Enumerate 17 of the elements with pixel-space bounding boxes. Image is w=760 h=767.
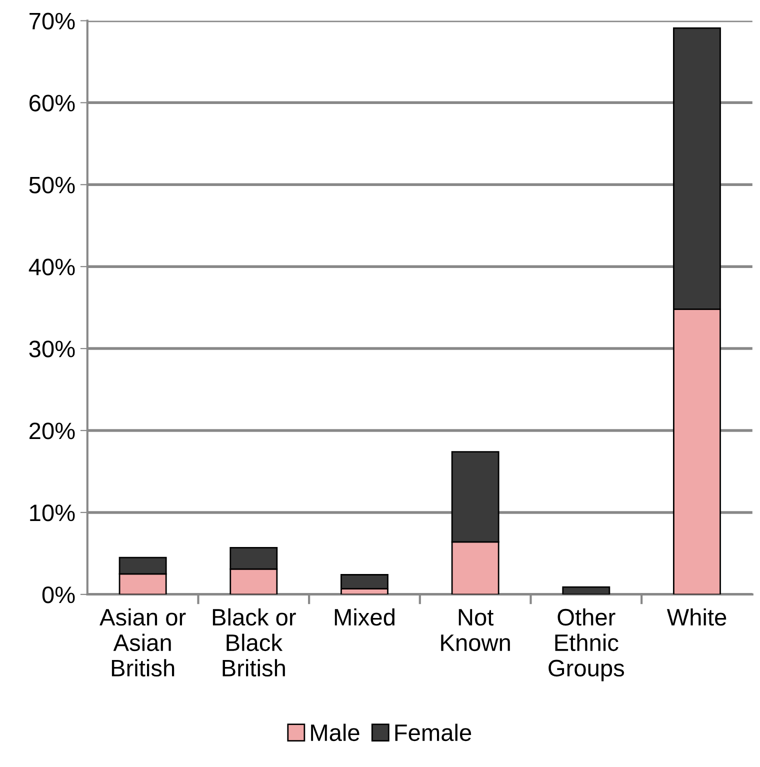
y-tick-label: 50%: [29, 176, 75, 194]
y-tick-label: 20%: [30, 422, 75, 440]
y-tick-label: 70%: [30, 12, 75, 30]
y-tick-label: 0%: [42, 586, 75, 604]
x-tick-label: Other Ethnic Groups: [548, 608, 624, 682]
bar: [562, 586, 610, 594]
y-tick-label: 60%: [30, 94, 75, 112]
y-tick-label: 10%: [30, 504, 75, 522]
x-tick-label: White: [666, 608, 726, 626]
y-tick-label: 30%: [29, 340, 75, 358]
legend-label: Female: [395, 724, 472, 742]
legend-label: Male: [311, 724, 360, 742]
x-tick-label: Not Known: [441, 609, 510, 652]
x-tick-label: Mixed: [334, 608, 394, 626]
x-tick-label: Black or Black British: [212, 608, 296, 677]
x-tick-label: Asian or Asian British: [100, 608, 186, 677]
y-tick-label: 40%: [28, 258, 75, 276]
